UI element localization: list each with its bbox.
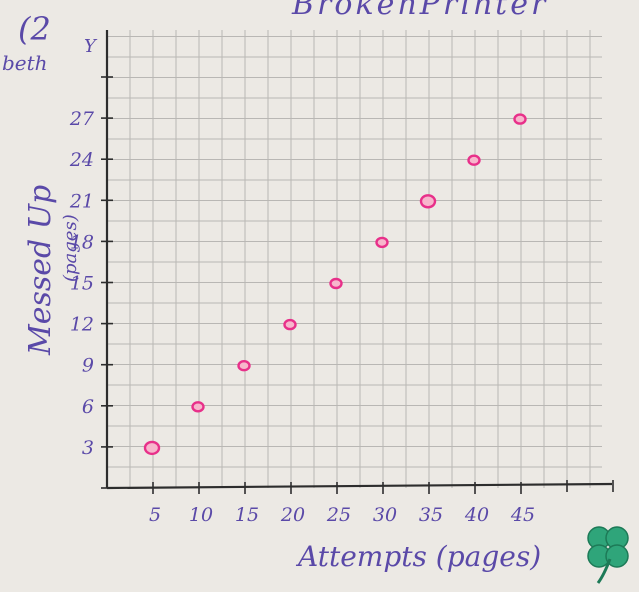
x-axis-label: Attempts (pages) [295,540,541,573]
data-point [419,194,437,209]
x-tick-label: 25 [326,504,351,526]
corner-note-number: (2 [18,10,51,48]
x-tick-label: 35 [419,504,443,526]
x-tick-label: 30 [373,504,397,526]
four-leaf-clover-icon [587,526,629,584]
data-point [143,440,161,456]
data-point [375,236,389,249]
y-tick-label: 9 [82,355,94,377]
y-axis-letter: Y [84,36,98,57]
chart-title: BrokenPrinter [291,0,548,22]
data-point [283,318,297,331]
y-tick-label: 12 [70,314,94,336]
axes [101,30,614,494]
x-tick-label: 40 [464,504,489,526]
data-points [143,113,527,456]
y-tick-label: 21 [69,190,94,212]
y-tick-label: 3 [82,437,94,459]
data-point [191,401,205,413]
y-axis-sublabel: (pages) [60,214,81,282]
y-tick-label: 27 [69,108,95,130]
corner-note-name: beth [2,51,48,75]
x-tick-label: 45 [510,504,535,526]
x-tick-label: 15 [235,504,259,526]
y-axis-label: Messed Up [23,185,58,356]
data-point [467,154,481,166]
x-tick-label: 20 [280,504,305,526]
data-point [329,277,343,290]
y-tick-label: 15 [70,273,94,295]
data-point [513,113,527,125]
x-axis-line [106,482,613,490]
y-tick-label: 24 [69,149,94,171]
data-point [237,360,251,372]
y-tick-label: 18 [70,231,94,253]
x-tick-labels: 5 10 15 20 25 30 35 40 45 [149,504,535,526]
y-tick-label: 6 [82,396,94,418]
x-tick-label: 10 [189,504,213,526]
x-tick-label: 5 [149,504,161,526]
y-tick-labels: 3 6 9 12 15 18 21 24 27 [69,108,95,459]
